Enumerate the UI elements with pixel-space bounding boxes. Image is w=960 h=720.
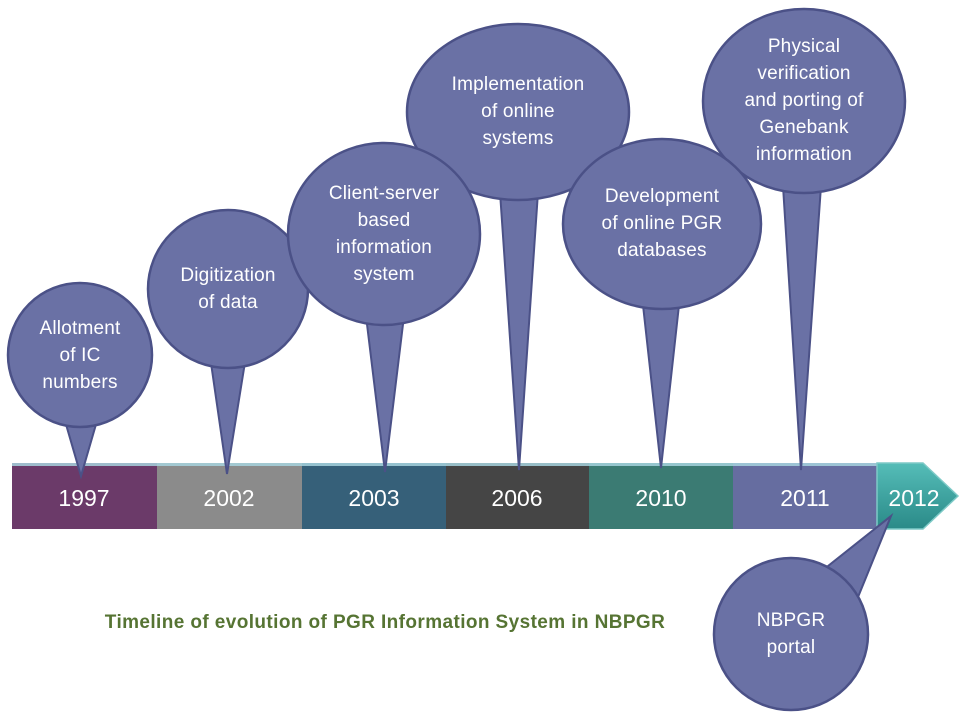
callout-development (561, 137, 763, 469)
year-label-2002: 2002 (203, 485, 255, 511)
callout-label-physical-verification: Physical verification and porting of Gen… (744, 36, 864, 165)
callout-label-development: Development of online PGR databases (601, 186, 723, 261)
timeline-arrow-2012 (876, 462, 960, 530)
caption-title: Timeline of evolution of PGR Information… (104, 612, 666, 633)
timeline-bar (12, 462, 960, 530)
callout-bubble (6, 281, 154, 429)
year-label-2003: 2003 (348, 485, 400, 511)
callout-tail (498, 191, 540, 471)
year-label-2010: 2010 (635, 485, 687, 511)
callout-label-allotment: Allotment of IC numbers (39, 318, 121, 393)
callout-bubble (701, 7, 907, 195)
timeline-segment-2003 (302, 463, 446, 529)
callout-bubble (405, 22, 631, 202)
callout-tail (208, 355, 248, 475)
callout-bubble (712, 556, 870, 712)
timeline-bar-highlight (12, 463, 877, 466)
timeline-segment-2010 (589, 463, 733, 529)
callout-tail (781, 185, 823, 471)
year-label-2006: 2006 (491, 485, 543, 511)
callout-label-digitization: Digitization of data (180, 265, 276, 313)
callout-digitization (146, 208, 310, 475)
timeline-segment-1997 (12, 463, 157, 529)
year-label-1997: 1997 (58, 485, 110, 511)
callout-implementation (405, 22, 631, 471)
callout-label-implementation: Implementation of online systems (451, 74, 585, 149)
callout-client-server (286, 141, 482, 473)
callout-allotment (6, 281, 154, 480)
timeline-segment-2002 (157, 463, 302, 529)
callout-bubble (561, 137, 763, 311)
callout-tail (364, 315, 406, 473)
callout-tail (640, 295, 682, 469)
callout-bubble (286, 141, 482, 327)
callout-label-client-server: Client-server based information system (328, 183, 440, 285)
year-label-2012: 2012 (888, 485, 940, 511)
timeline-segment-2011 (733, 463, 877, 529)
year-label-2011: 2011 (780, 485, 830, 511)
timeline-segment-2006 (446, 463, 589, 529)
callout-physical-verification (701, 7, 907, 471)
callout-label-nbpgr-portal: NBPGR portal (756, 610, 826, 658)
callout-nbpgr-portal (712, 512, 894, 712)
